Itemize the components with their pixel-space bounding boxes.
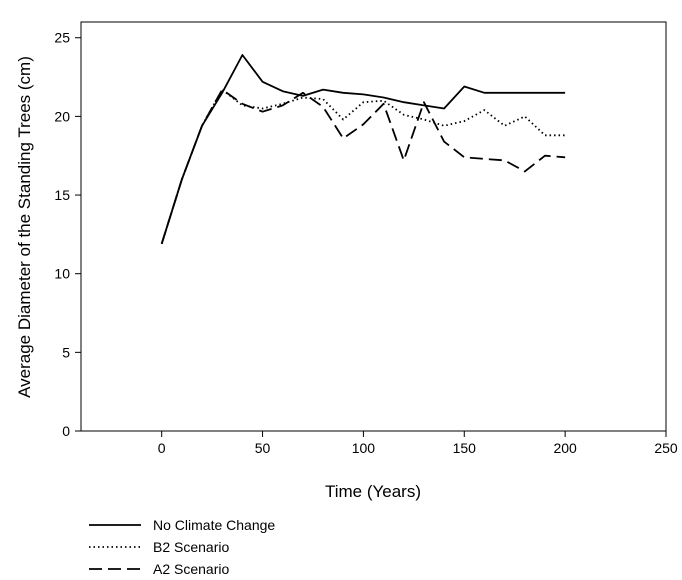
series-line-no-climate-change: [160, 54, 566, 245]
x-tick-label: 150: [453, 440, 477, 456]
legend-label-b2-scenario: B2 Scenario: [153, 539, 229, 555]
legend-label-no-climate-change: No Climate Change: [153, 517, 275, 533]
x-tick-label: 200: [553, 440, 577, 456]
series-line-a2-scenario: [160, 88, 566, 245]
y-tick-label: 20: [54, 108, 70, 124]
y-tick-label: 0: [62, 423, 70, 439]
x-tick-label: 50: [255, 440, 271, 456]
legend: No Climate Change B2 Scenario A2 Scenario: [89, 517, 275, 577]
plot-frame: [80, 21, 667, 432]
plot-area: 0 50 100 150 200 250 0 5 10 15 20 25: [54, 21, 678, 456]
y-axis-label: Average Diameter of the Standing Trees (…: [15, 56, 34, 398]
y-tick-label: 25: [54, 30, 70, 46]
y-tick-label: 15: [54, 187, 70, 203]
x-tick-label: 100: [352, 440, 376, 456]
y-tick-label: 5: [62, 344, 70, 360]
x-axis-label: Time (Years): [325, 482, 421, 501]
y-tick-label: 10: [54, 266, 70, 282]
legend-label-a2-scenario: A2 Scenario: [153, 561, 229, 577]
x-tick-label: 250: [654, 440, 678, 456]
x-tick-label: 0: [158, 440, 166, 456]
series-line-b2-scenario: [160, 88, 566, 245]
